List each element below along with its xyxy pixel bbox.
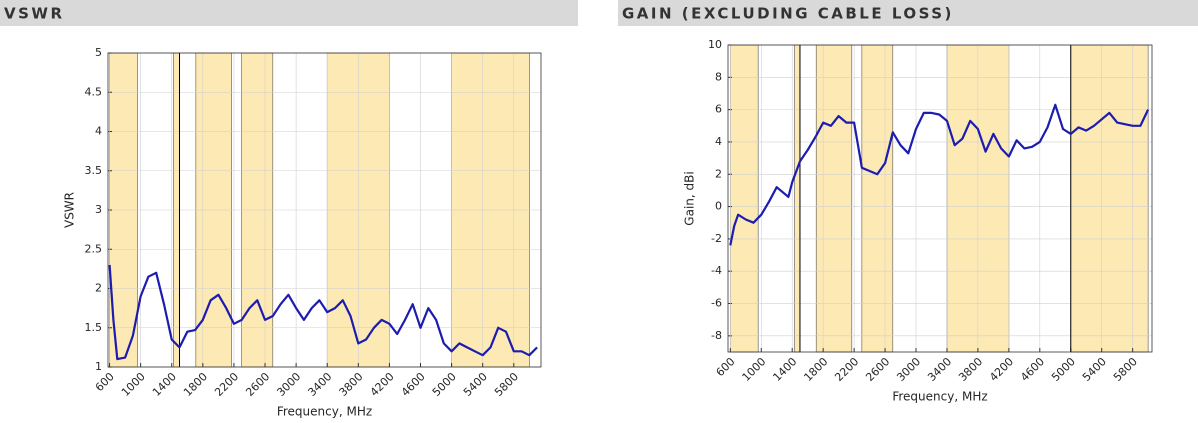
x-tick-label: 4600	[399, 370, 428, 399]
plot-frame	[107, 52, 542, 368]
y-tick-label: 2	[715, 167, 722, 180]
x-axis-label: Frequency, MHz	[892, 390, 987, 404]
y-tick-label: 4.5	[85, 85, 103, 98]
header-bar	[618, 0, 1198, 26]
x-tick-label: 4200	[987, 355, 1016, 384]
y-tick-label: 3.5	[85, 164, 103, 177]
x-tick-label: 2200	[832, 355, 861, 384]
band	[861, 44, 894, 353]
y-tick-label: -8	[711, 329, 722, 342]
band	[794, 44, 801, 353]
x-tick-label: 4600	[1018, 355, 1047, 384]
header-title: VSWR	[4, 5, 65, 23]
header-bar	[0, 0, 578, 26]
y-tick-label: 6	[715, 103, 722, 116]
y-tick-label: 10	[708, 38, 722, 51]
x-tick-label: 3800	[956, 355, 985, 384]
x-tick-label: 1000	[740, 355, 769, 384]
x-tick-label: 1800	[181, 370, 210, 399]
x-tick-label: 600	[714, 355, 738, 379]
header-title: GAIN (EXCLUDING CABLE LOSS)	[622, 5, 954, 23]
x-tick-label: 1800	[801, 355, 830, 384]
data-line	[729, 103, 1150, 246]
x-tick-label: 3400	[925, 355, 954, 384]
x-tick-label: 3000	[894, 355, 923, 384]
x-tick-label: 600	[93, 370, 117, 394]
x-tick-label: 2600	[243, 370, 272, 399]
y-tick-label: 4	[95, 125, 102, 138]
y-tick-label: 1	[95, 360, 102, 373]
x-tick-label: 5400	[1080, 355, 1109, 384]
x-tick-label: 1000	[119, 370, 148, 399]
x-tick-label: 4200	[368, 370, 397, 399]
x-tick-label: 2200	[212, 370, 241, 399]
y-tick-label: -6	[711, 297, 722, 310]
x-tick-label: 1400	[770, 355, 799, 384]
y-tick-label: 2	[95, 282, 102, 295]
x-tick-label: 3000	[274, 370, 303, 399]
data-line	[108, 264, 538, 361]
x-tick-label: 5000	[1049, 355, 1078, 384]
y-tick-label: 3	[95, 203, 102, 216]
y-tick-label: 8	[715, 70, 722, 83]
y-tick-label: 4	[715, 135, 722, 148]
x-tick-label: 1400	[150, 370, 179, 399]
band	[815, 44, 853, 353]
plot-frame	[727, 44, 1153, 353]
x-tick-label: 5800	[1111, 355, 1140, 384]
x-tick-label: 3400	[305, 370, 334, 399]
y-tick-label: 1.5	[85, 321, 103, 334]
band	[730, 44, 759, 353]
x-tick-label: 3800	[337, 370, 366, 399]
band	[1070, 44, 1149, 353]
y-tick-label: 5	[95, 46, 102, 59]
x-tick-label: 5000	[430, 370, 459, 399]
y-axis-label: Gain, dBi	[683, 171, 697, 225]
y-axis-label: VSWR	[63, 192, 77, 228]
x-axis-label: Frequency, MHz	[277, 405, 372, 419]
x-tick-label: 2600	[863, 355, 892, 384]
y-tick-label: -4	[711, 264, 722, 277]
y-tick-label: 0	[715, 200, 722, 213]
y-tick-label: 2.5	[85, 242, 103, 255]
x-tick-label: 5400	[461, 370, 490, 399]
y-tick-label: -2	[711, 232, 722, 245]
x-tick-label: 5800	[492, 370, 521, 399]
